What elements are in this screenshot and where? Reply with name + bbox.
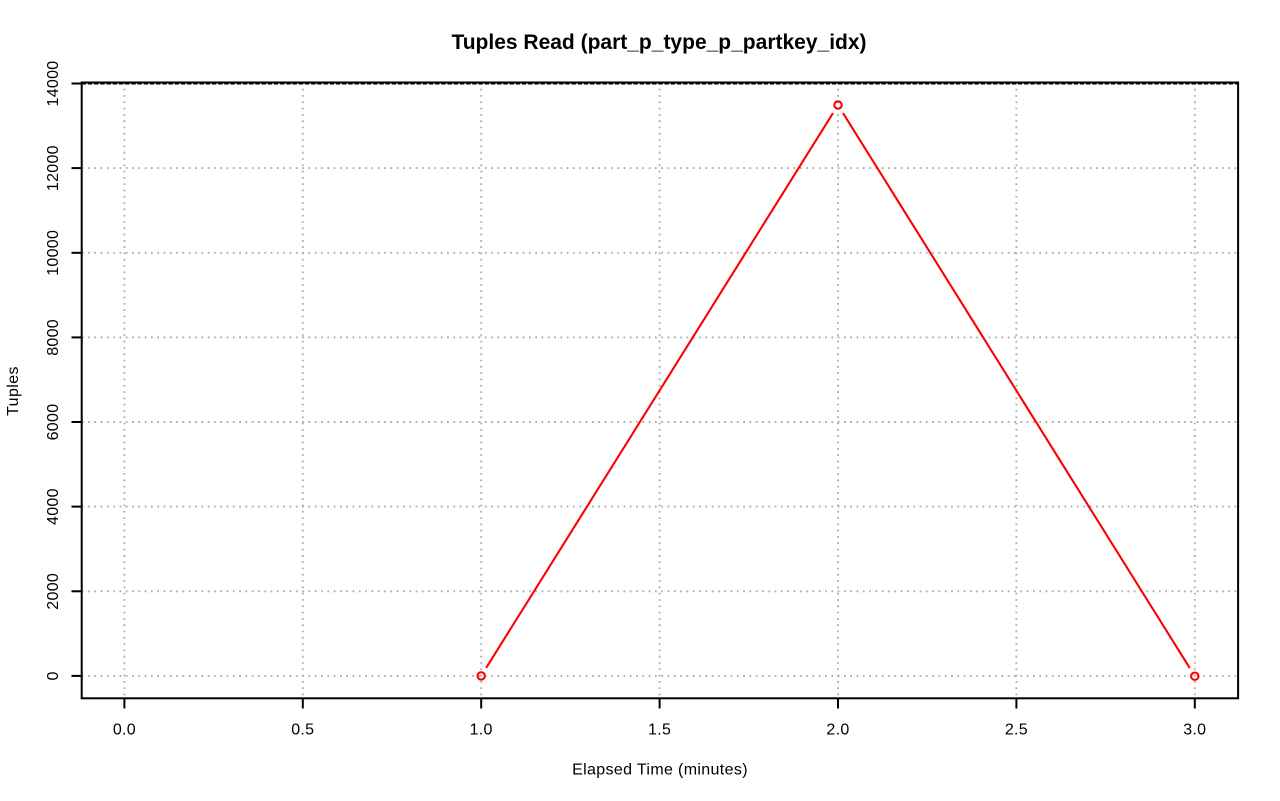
svg-text:12000: 12000	[45, 145, 62, 191]
svg-text:Elapsed Time (minutes): Elapsed Time (minutes)	[572, 762, 748, 779]
svg-text:1.0: 1.0	[470, 722, 493, 739]
svg-text:10000: 10000	[45, 230, 62, 276]
svg-text:2000: 2000	[45, 573, 62, 610]
svg-text:2.5: 2.5	[1005, 722, 1028, 739]
svg-text:Tuples Read (part_p_type_p_par: Tuples Read (part_p_type_p_partkey_idx)	[451, 31, 866, 54]
svg-text:0: 0	[45, 671, 62, 680]
svg-text:Tuples: Tuples	[5, 366, 22, 416]
svg-text:14000: 14000	[45, 61, 62, 107]
svg-text:1.5: 1.5	[648, 722, 671, 739]
svg-text:6000: 6000	[45, 404, 62, 441]
svg-text:0.5: 0.5	[291, 722, 314, 739]
svg-text:3.0: 3.0	[1183, 722, 1206, 739]
svg-text:0.0: 0.0	[113, 722, 136, 739]
svg-text:4000: 4000	[45, 488, 62, 525]
svg-text:8000: 8000	[45, 319, 62, 356]
svg-text:2.0: 2.0	[826, 722, 849, 739]
